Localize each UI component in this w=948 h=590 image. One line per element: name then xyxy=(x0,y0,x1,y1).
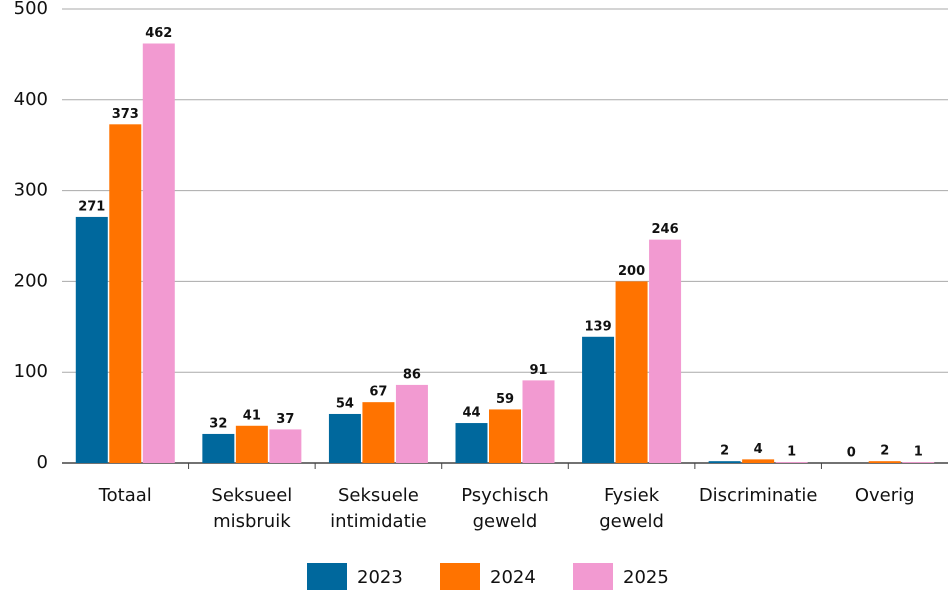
x-tick-label: Seksuele intimidatie xyxy=(330,485,427,532)
bar xyxy=(868,461,901,463)
bar xyxy=(328,413,361,463)
bar xyxy=(742,459,775,463)
value-label: 4 xyxy=(754,442,763,457)
value-label: 1 xyxy=(787,445,796,460)
value-label: 2 xyxy=(720,444,729,459)
value-label: 59 xyxy=(496,392,514,407)
y-tick-label: 300 xyxy=(14,180,48,201)
bar xyxy=(615,281,648,463)
value-label: 86 xyxy=(403,367,421,382)
value-label: 54 xyxy=(336,396,354,411)
legend-swatch xyxy=(307,563,347,590)
bar xyxy=(902,462,935,463)
y-tick-label: 500 xyxy=(14,0,48,19)
value-label: 91 xyxy=(529,363,547,378)
bar xyxy=(109,124,142,463)
bar xyxy=(362,402,395,463)
x-tick-label: Overig xyxy=(855,485,915,506)
value-label: 67 xyxy=(369,385,387,400)
legend-label: 2025 xyxy=(623,567,669,588)
bar xyxy=(708,461,741,463)
value-label: 0 xyxy=(847,446,856,461)
bar xyxy=(489,409,521,463)
x-tick-label: Psychisch geweld xyxy=(461,485,549,532)
bar xyxy=(455,423,488,463)
y-tick-label: 400 xyxy=(14,89,48,110)
value-label: 41 xyxy=(243,408,261,423)
x-tick-label: Discriminatie xyxy=(699,485,818,506)
value-label: 32 xyxy=(209,416,227,431)
value-label: 44 xyxy=(462,406,480,421)
bar xyxy=(269,429,302,463)
x-tick-label: Fysiek geweld xyxy=(599,485,664,532)
legend-swatch xyxy=(573,563,613,590)
value-label: 373 xyxy=(112,107,139,122)
y-tick-label: 100 xyxy=(14,361,48,382)
y-tick-label: 200 xyxy=(14,270,48,291)
value-label: 2 xyxy=(880,444,889,459)
bar xyxy=(395,384,428,463)
value-label: 139 xyxy=(585,319,612,334)
value-label: 1 xyxy=(914,445,923,460)
legend-label: 2024 xyxy=(490,567,536,588)
value-label: 462 xyxy=(145,26,172,41)
value-label: 37 xyxy=(276,412,294,427)
value-label: 200 xyxy=(618,264,645,279)
bar xyxy=(522,380,555,463)
bar xyxy=(649,239,682,463)
y-tick-label: 0 xyxy=(37,452,48,473)
bar xyxy=(202,433,235,463)
value-label: 271 xyxy=(78,199,105,214)
bar xyxy=(582,336,615,463)
x-tick-label: Seksueel misbruik xyxy=(211,485,292,532)
bar xyxy=(75,216,108,463)
bar xyxy=(775,462,808,463)
bar xyxy=(235,425,268,463)
legend-label: 2023 xyxy=(357,567,403,588)
legend-swatch xyxy=(440,563,480,590)
bar xyxy=(142,43,175,464)
x-tick-label: Totaal xyxy=(98,485,152,506)
value-label: 246 xyxy=(652,222,679,237)
